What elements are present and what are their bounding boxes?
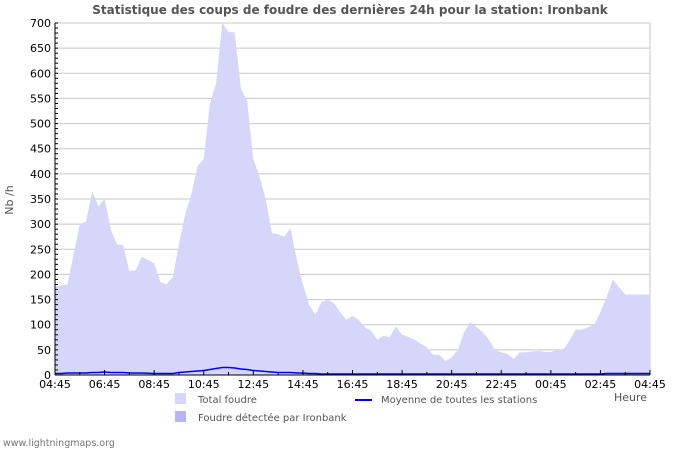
legend-swatch-ironbank	[175, 411, 186, 422]
y-tick-label: 100	[30, 319, 51, 332]
x-tick-label: 00:45	[535, 378, 567, 391]
x-tick-label: 10:45	[188, 378, 220, 391]
x-tick-label: 04:45	[634, 378, 666, 391]
x-tick-label: 06:45	[89, 378, 121, 391]
total-foudre-area	[55, 23, 650, 375]
legend-average: Moyenne de toutes les stations	[381, 395, 537, 406]
x-axis-label: Heure	[614, 391, 647, 404]
y-axis-label: Nb /h	[3, 185, 16, 214]
y-tick-label: 150	[30, 294, 51, 307]
chart-title: Statistique des coups de foudre des dern…	[92, 3, 609, 17]
legend-ironbank: Foudre détectée par Ironbank	[198, 412, 347, 424]
y-tick-label: 200	[30, 268, 51, 281]
y-tick-label: 350	[30, 193, 51, 206]
y-tick-label: 600	[30, 67, 51, 80]
x-tick-label: 18:45	[386, 378, 418, 391]
x-tick-label: 08:45	[138, 378, 170, 391]
x-tick-label: 22:45	[485, 378, 517, 391]
y-tick-label: 650	[30, 42, 51, 55]
x-tick-label: 02:45	[585, 378, 617, 391]
y-tick-label: 50	[37, 344, 51, 357]
x-tick-label: 12:45	[237, 378, 269, 391]
y-tick-label: 0	[44, 369, 51, 382]
x-tick-label: 14:45	[287, 378, 319, 391]
x-tick-label: 20:45	[436, 378, 468, 391]
y-tick-label: 400	[30, 168, 51, 181]
x-tick-label: 16:45	[337, 378, 369, 391]
y-tick-label: 500	[30, 118, 51, 131]
legend-swatch-total	[175, 393, 186, 404]
y-tick-label: 250	[30, 243, 51, 256]
y-tick-label: 300	[30, 218, 51, 231]
x-tick-label: 04:45	[39, 378, 71, 391]
y-tick-label: 450	[30, 143, 51, 156]
footer-credit: www.lightningmaps.org	[3, 438, 115, 449]
y-tick-label: 700	[30, 17, 51, 30]
y-tick-label: 550	[30, 92, 51, 105]
legend-total: Total foudre	[197, 395, 257, 406]
